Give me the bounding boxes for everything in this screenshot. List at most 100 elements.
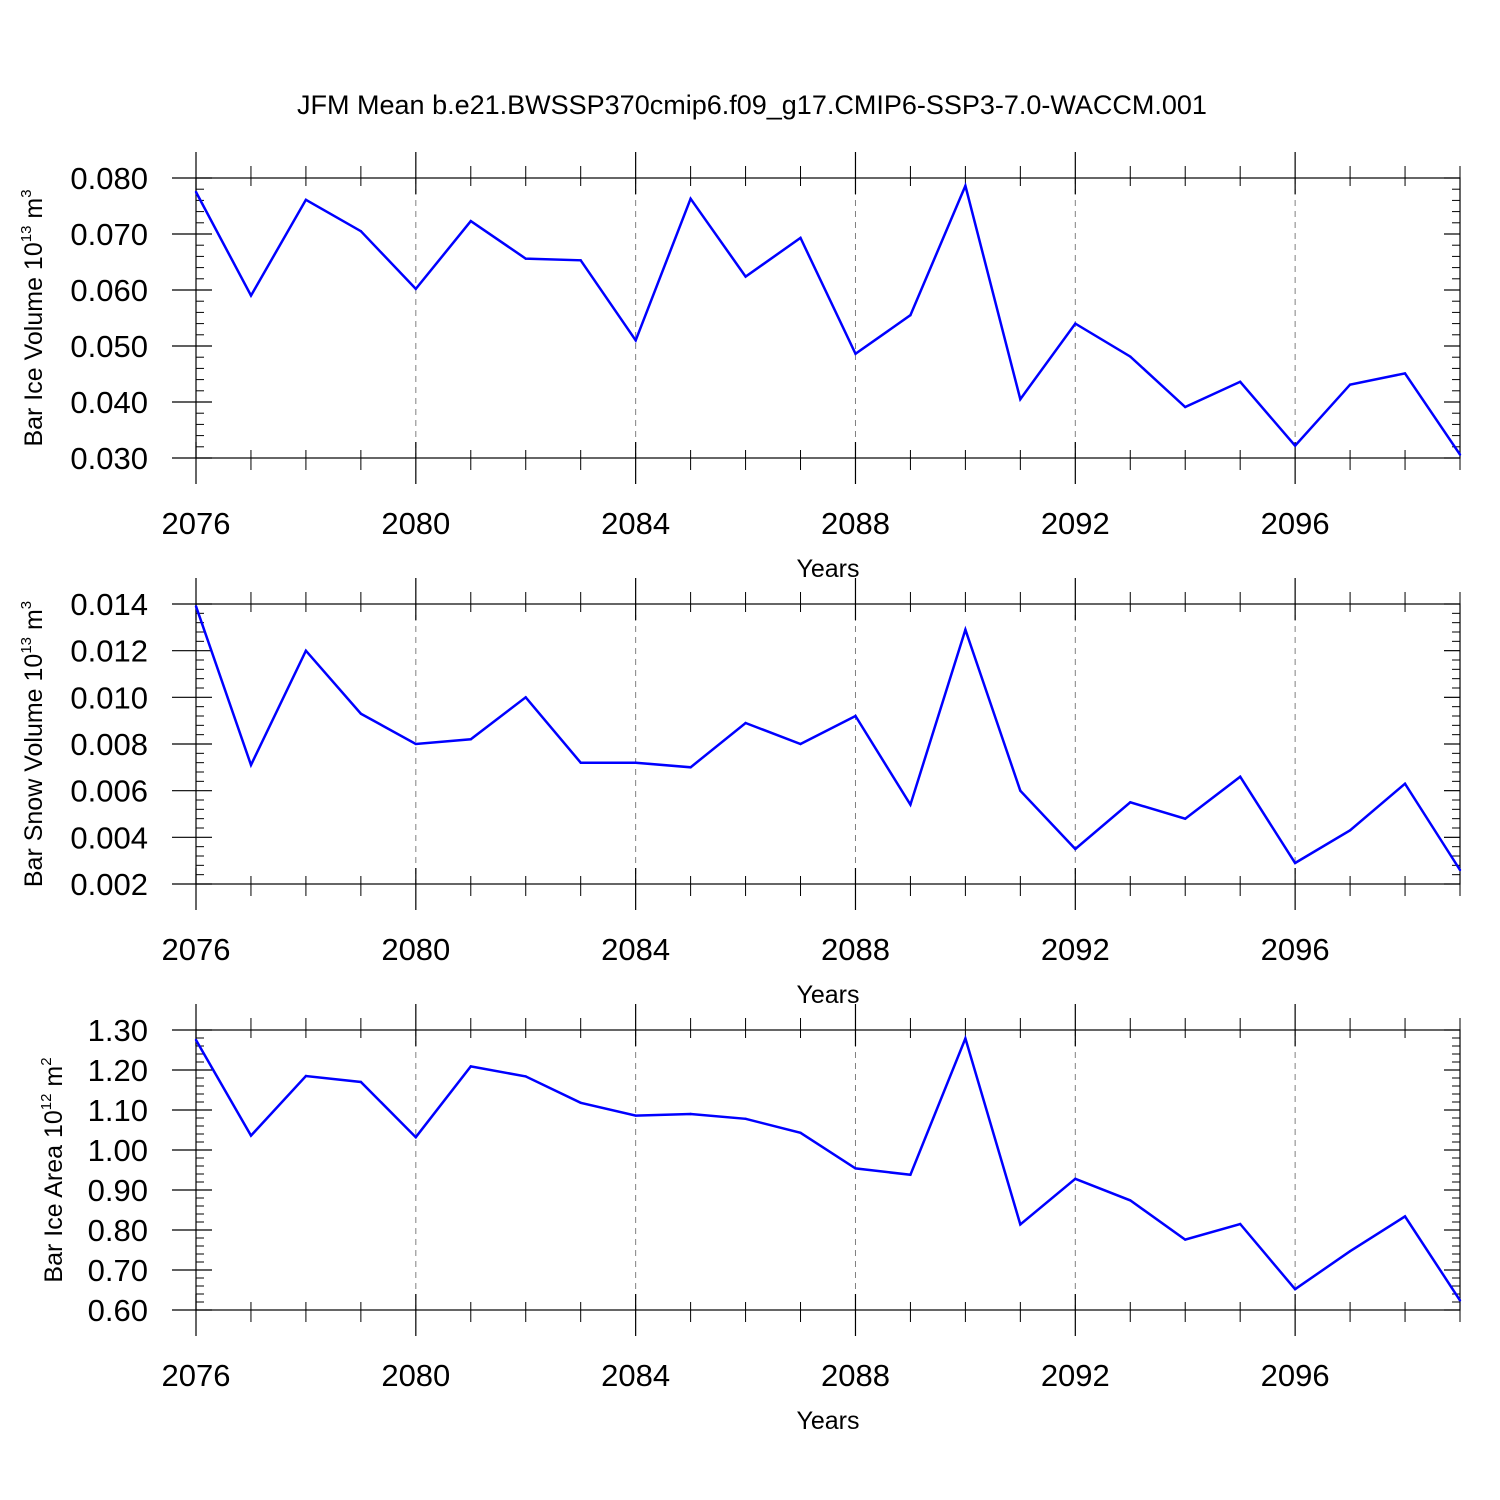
- data-point: [1293, 444, 1297, 447]
- data-point: [1293, 1288, 1297, 1291]
- data-point: [469, 1065, 472, 1068]
- chart-panel-2: 0.002 0.004 0.006 0.008 0.010 0.012 0.014 2076 2…: [18, 578, 1462, 1009]
- data-point: [799, 1131, 802, 1135]
- y-axis-label-text: Bar Ice Area 10: [40, 1110, 68, 1282]
- data-point: [1129, 1199, 1132, 1202]
- y-tick-label: 0.004: [70, 820, 148, 855]
- data-point: [524, 257, 527, 260]
- data-point: [799, 236, 802, 240]
- data-point: [1074, 1177, 1077, 1181]
- x-tick-label: 2084: [601, 506, 670, 541]
- data-point: [469, 738, 472, 741]
- series-line: [194, 605, 1462, 871]
- x-tick-label: 2092: [1041, 932, 1110, 967]
- y-axis-label-unit: m: [20, 198, 48, 226]
- y-axis-label-unit: m: [40, 1066, 68, 1094]
- y-tick-label: 0.006: [70, 774, 148, 809]
- x-tick-label: 2096: [1261, 932, 1330, 967]
- series-line: [194, 181, 1462, 456]
- data-point: [304, 1074, 308, 1078]
- y-axis-label: Bar Ice Area 1012 m2: [38, 1057, 68, 1282]
- data-point: [799, 742, 802, 746]
- data-point: [1184, 405, 1187, 409]
- y-tick-label: 0.014: [70, 587, 148, 622]
- x-tick-label: 2092: [1041, 1358, 1110, 1393]
- x-tick-label: 2076: [162, 506, 231, 541]
- series-line: [194, 1034, 1462, 1302]
- figure-title: JFM Mean b.e21.BWSSP370cmip6.f09_g17.CMI…: [297, 90, 1207, 120]
- data-point: [854, 1167, 857, 1170]
- data-point: [1129, 355, 1132, 358]
- data-point: [579, 259, 582, 262]
- data-point: [1129, 801, 1132, 804]
- data-point: [744, 721, 747, 725]
- x-tick-label: 2096: [1261, 506, 1330, 541]
- data-point: [414, 287, 418, 291]
- y-tick-label: 1.10: [88, 1093, 148, 1128]
- data-point: [1019, 1223, 1022, 1226]
- chart-panel-1: 0.030 0.040 0.050 0.060 0.070 0.080 2076 2080 20…: [18, 152, 1462, 583]
- x-tick-label: 2088: [821, 1358, 890, 1393]
- data-point: [1458, 1299, 1462, 1302]
- data-point: [414, 742, 418, 746]
- data-point: [194, 1038, 198, 1042]
- x-axis-label: Years: [796, 1407, 859, 1435]
- data-point: [1348, 383, 1352, 386]
- x-tick-label: 2076: [162, 932, 231, 967]
- data-point: [1458, 868, 1462, 872]
- y-tick-label: 0.008: [70, 727, 148, 762]
- data-point: [854, 714, 857, 718]
- x-tick-label: 2076: [162, 1358, 231, 1393]
- y-axis-label-exponent: 12: [38, 1094, 55, 1111]
- data-point: [469, 219, 472, 223]
- data-point: [909, 314, 912, 317]
- data-point: [249, 294, 253, 297]
- y-tick-label: 0.070: [70, 217, 148, 252]
- x-tick-label: 2080: [381, 1358, 450, 1393]
- data-point: [689, 766, 692, 769]
- x-tick-label: 2088: [821, 932, 890, 967]
- x-tick-label: 2084: [601, 1358, 670, 1393]
- data-point: [744, 275, 747, 278]
- data-point: [304, 198, 308, 202]
- y-tick-label: 0.012: [70, 634, 148, 669]
- y-tick-label: 1.00: [88, 1133, 148, 1168]
- y-tick-label: 1.30: [88, 1013, 148, 1048]
- plot-frame: [195, 177, 1461, 459]
- x-tick-label: 2080: [381, 932, 450, 967]
- y-tick-label: 0.040: [70, 385, 148, 420]
- data-point: [1238, 1222, 1242, 1226]
- y-tick-label: 0.080: [70, 161, 148, 196]
- data-point: [1074, 322, 1077, 325]
- data-point: [854, 352, 857, 356]
- data-point: [964, 184, 967, 188]
- data-point: [634, 339, 637, 342]
- data-point: [1184, 1238, 1187, 1241]
- y-axis-label-text: Bar Snow Volume 10: [20, 654, 48, 887]
- data-point: [1019, 398, 1022, 401]
- data-point: [524, 696, 527, 699]
- plot-frame: [195, 1029, 1461, 1311]
- data-point: [579, 1101, 582, 1105]
- y-tick-label: 0.030: [70, 441, 148, 476]
- y-axis-label-unit-exponent: 2: [38, 1057, 55, 1065]
- data-point: [359, 1080, 363, 1084]
- x-tick-label: 2096: [1261, 1358, 1330, 1393]
- data-point: [1019, 789, 1022, 792]
- data-point: [1458, 453, 1462, 456]
- data-point: [1238, 775, 1242, 778]
- data-point: [1184, 817, 1187, 820]
- y-axis-label: Bar Ice Volume 1013 m3: [18, 189, 48, 446]
- y-tick-label: 0.90: [88, 1173, 148, 1208]
- data-point: [1293, 861, 1297, 865]
- data-point: [1348, 829, 1352, 832]
- data-point: [909, 803, 912, 806]
- data-point: [634, 1114, 637, 1117]
- chart-panel-3: 0.60 0.70 0.80 0.90 1.00 1.10 1.20 1.30 2076 2080…: [38, 1004, 1462, 1435]
- y-tick-label: 0.060: [70, 273, 148, 308]
- data-point: [1348, 1250, 1352, 1253]
- y-tick-label: 0.80: [88, 1213, 148, 1248]
- data-point: [249, 1134, 253, 1137]
- y-axis-label-text: Bar Ice Volume 10: [20, 242, 48, 446]
- data-point: [414, 1136, 418, 1139]
